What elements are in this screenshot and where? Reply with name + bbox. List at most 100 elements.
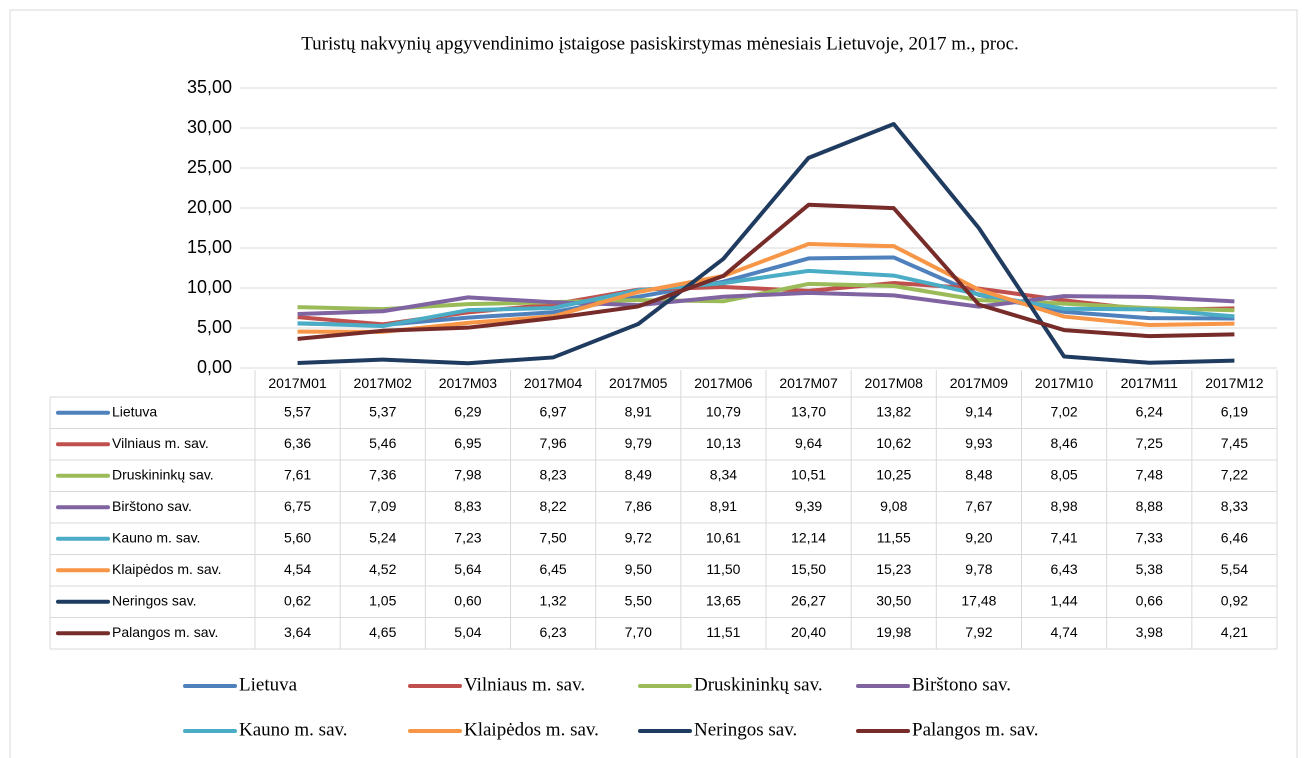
table-cell: 30,50 bbox=[876, 592, 911, 608]
table-cell: 10,25 bbox=[876, 466, 911, 482]
chart-title: Turistų nakvynių apgyvendinimo įstaigose… bbox=[301, 33, 1019, 54]
table-cell: 6,29 bbox=[454, 403, 481, 419]
table-cell: 9,72 bbox=[625, 529, 652, 545]
table-cell: 6,19 bbox=[1221, 403, 1248, 419]
x-tick-label: 2017M07 bbox=[779, 375, 838, 391]
x-tick-label: 2017M09 bbox=[950, 375, 1009, 391]
table-cell: 9,79 bbox=[625, 435, 652, 451]
table-cell: 20,40 bbox=[791, 624, 826, 640]
table-cell: 7,33 bbox=[1136, 529, 1163, 545]
x-tick-label: 2017M11 bbox=[1121, 375, 1179, 391]
y-tick-label: 0,00 bbox=[197, 357, 232, 377]
table-cell: 8,83 bbox=[454, 498, 481, 514]
table-cell: 7,96 bbox=[539, 435, 566, 451]
table-row-label: Neringos sav. bbox=[112, 592, 197, 608]
table-cell: 10,62 bbox=[876, 435, 911, 451]
table-cell: 5,64 bbox=[454, 561, 481, 577]
table-cell: 10,79 bbox=[706, 403, 741, 419]
series-line bbox=[297, 281, 1235, 313]
series-line bbox=[297, 122, 1235, 366]
x-tick-label: 2017M02 bbox=[354, 375, 413, 391]
table-cell: 5,04 bbox=[454, 624, 481, 640]
table-cell: 4,74 bbox=[1050, 624, 1077, 640]
table-cell: 0,92 bbox=[1221, 592, 1248, 608]
table-cell: 6,95 bbox=[454, 435, 481, 451]
table-cell: 8,46 bbox=[1050, 435, 1077, 451]
legend-label: Birštono sav. bbox=[912, 674, 1011, 695]
table-cell: 19,98 bbox=[876, 624, 911, 640]
table-row-label: Vilniaus m. sav. bbox=[112, 435, 209, 451]
table-cell: 7,61 bbox=[284, 466, 311, 482]
table-cell: 8,23 bbox=[539, 466, 566, 482]
table-cell: 1,44 bbox=[1050, 592, 1077, 608]
table-cell: 7,70 bbox=[625, 624, 652, 640]
legend-label: Kauno m. sav. bbox=[239, 719, 348, 740]
table-cell: 9,14 bbox=[965, 403, 992, 419]
table-cell: 6,46 bbox=[1221, 529, 1248, 545]
table-cell: 7,86 bbox=[625, 498, 652, 514]
table-cell: 6,43 bbox=[1050, 561, 1077, 577]
table-cell: 5,57 bbox=[284, 403, 311, 419]
y-tick-label: 10,00 bbox=[187, 277, 232, 297]
table-cell: 8,48 bbox=[965, 466, 992, 482]
table-row-label: Birštono sav. bbox=[112, 498, 192, 514]
table-cell: 4,54 bbox=[284, 561, 311, 577]
table-cell: 7,45 bbox=[1221, 435, 1248, 451]
table-cell: 8,22 bbox=[539, 498, 566, 514]
table-cell: 9,64 bbox=[795, 435, 822, 451]
table-cell: 8,91 bbox=[710, 498, 737, 514]
table-row-label: Kauno m. sav. bbox=[112, 529, 200, 545]
x-tick-label: 2017M08 bbox=[865, 375, 924, 391]
table-cell: 0,60 bbox=[454, 592, 481, 608]
table-cell: 8,98 bbox=[1050, 498, 1077, 514]
table-cell: 15,23 bbox=[876, 561, 911, 577]
table-cell: 10,51 bbox=[791, 466, 826, 482]
table-cell: 7,02 bbox=[1050, 403, 1077, 419]
table-cell: 6,97 bbox=[539, 403, 566, 419]
table-cell: 4,65 bbox=[369, 624, 396, 640]
table-cell: 7,92 bbox=[965, 624, 992, 640]
y-tick-label: 30,00 bbox=[187, 117, 232, 137]
table-cell: 7,48 bbox=[1136, 466, 1163, 482]
table-cell: 9,50 bbox=[625, 561, 652, 577]
table-cell: 10,13 bbox=[706, 435, 741, 451]
legend-label: Palangos m. sav. bbox=[912, 719, 1038, 740]
table-cell: 4,21 bbox=[1221, 624, 1248, 640]
chart-frame bbox=[9, 9, 1298, 758]
table-cell: 12,14 bbox=[791, 529, 826, 545]
table-cell: 7,98 bbox=[454, 466, 481, 482]
table-cell: 13,70 bbox=[791, 403, 826, 419]
y-tick-label: 20,00 bbox=[187, 197, 232, 217]
table-cell: 26,27 bbox=[791, 592, 826, 608]
table-cell: 1,05 bbox=[369, 592, 396, 608]
table-cell: 0,66 bbox=[1136, 592, 1163, 608]
table-cell: 6,24 bbox=[1136, 403, 1163, 419]
y-tick-label: 35,00 bbox=[187, 77, 232, 97]
table-cell: 8,88 bbox=[1136, 498, 1163, 514]
table-cell: 6,23 bbox=[539, 624, 566, 640]
legend-label: Klaipėdos m. sav. bbox=[464, 719, 599, 740]
table-cell: 7,36 bbox=[369, 466, 396, 482]
y-tick-label: 25,00 bbox=[187, 157, 232, 177]
table-cell: 17,48 bbox=[961, 592, 996, 608]
table-cell: 8,91 bbox=[625, 403, 652, 419]
table-row-label: Druskininkų sav. bbox=[112, 466, 214, 482]
table-cell: 11,51 bbox=[706, 624, 740, 640]
series-line bbox=[297, 290, 1235, 316]
table-cell: 9,20 bbox=[965, 529, 992, 545]
x-tick-label: 2017M04 bbox=[524, 375, 583, 391]
legend-label: Neringos sav. bbox=[694, 719, 797, 740]
table-cell: 8,34 bbox=[710, 466, 737, 482]
table-cell: 11,55 bbox=[877, 529, 911, 545]
table-cell: 4,52 bbox=[369, 561, 396, 577]
x-tick-label: 2017M01 bbox=[268, 375, 327, 391]
y-tick-label: 5,00 bbox=[197, 317, 232, 337]
table-cell: 5,54 bbox=[1221, 561, 1248, 577]
table-cell: 8,33 bbox=[1221, 498, 1248, 514]
table-cell: 6,36 bbox=[284, 435, 311, 451]
x-tick-label: 2017M12 bbox=[1205, 375, 1264, 391]
table-cell: 5,50 bbox=[625, 592, 652, 608]
table-cell: 1,32 bbox=[539, 592, 566, 608]
table-cell: 7,41 bbox=[1050, 529, 1077, 545]
table-row-label: Klaipėdos m. sav. bbox=[112, 561, 221, 577]
